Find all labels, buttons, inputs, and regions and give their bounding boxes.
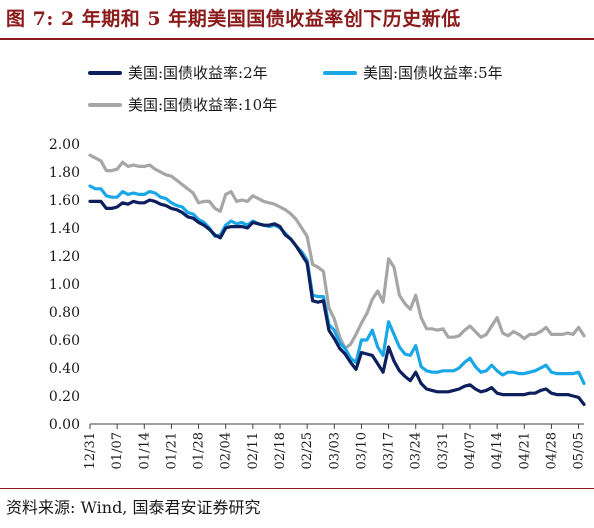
x-tick-label: 01/21 [164, 432, 179, 469]
series-line-5y [88, 184, 586, 385]
x-tick-label: 03/10 [354, 432, 369, 469]
y-tick-label: 0.20 [49, 389, 80, 405]
x-tick-label: 04/14 [490, 432, 505, 469]
y-tick-label: 0.00 [49, 417, 80, 433]
y-tick-label: 2.00 [49, 137, 80, 153]
title-divider [0, 38, 594, 40]
x-tick-label: 02/25 [300, 432, 315, 469]
x-tick-label: 03/03 [327, 432, 342, 469]
x-tick-label: 12/31 [83, 432, 98, 469]
legend-swatch-2y [88, 70, 122, 75]
legend-item-2y: 美国:国债收益率:2年 [88, 62, 268, 83]
series-line-2y [88, 198, 586, 406]
source-divider [0, 488, 594, 489]
legend-swatch-5y [323, 70, 357, 75]
x-tick-label: 03/24 [409, 432, 424, 469]
y-tick-label: 1.00 [49, 277, 80, 293]
x-tick-label: 03/31 [436, 432, 451, 469]
legend-label-5y: 美国:国债收益率:5年 [363, 64, 503, 82]
x-tick-label: 02/18 [273, 432, 288, 469]
y-tick-label: 1.60 [49, 193, 80, 209]
x-tick-label: 05/05 [572, 432, 587, 469]
y-tick-label: 0.80 [49, 305, 80, 321]
yield-line-chart: 0.00 0.20 0.40 0.60 0.80 1.00 1.20 1.40 1.60 1.80… [49, 137, 587, 469]
series-line-10y [88, 153, 586, 350]
x-tick-label: 01/14 [137, 432, 152, 469]
y-tick-label: 1.40 [49, 221, 80, 237]
x-tick-label: 02/04 [219, 432, 234, 469]
x-tick-label: 04/28 [544, 432, 559, 469]
y-tick-label: 1.80 [49, 165, 80, 181]
y-tick-label: 0.60 [49, 333, 80, 349]
x-tick-label: 02/11 [246, 432, 261, 469]
legend-label-10y: 美国:国债收益率:10年 [128, 96, 278, 114]
x-tick-label: 04/07 [463, 432, 478, 469]
x-tick-label: 04/21 [517, 432, 532, 469]
y-tick-label: 0.40 [49, 361, 80, 377]
x-tick-label: 01/28 [192, 432, 207, 469]
y-tick-label: 1.20 [49, 249, 80, 265]
x-tick-label: 01/07 [110, 432, 125, 469]
legend-item-10y: 美国:国债收益率:10年 [88, 94, 277, 115]
legend-label-2y: 美国:国债收益率:2年 [128, 64, 268, 82]
legend-swatch-10y [88, 102, 122, 107]
figure-title: 图 7: 2 年期和 5 年期美国国债收益率创下历史新低 [6, 8, 461, 30]
source-note: 资料来源: Wind, 国泰君安证券研究 [6, 498, 261, 517]
x-tick-label: 03/17 [382, 432, 397, 469]
legend-item-5y: 美国:国债收益率:5年 [323, 62, 503, 83]
